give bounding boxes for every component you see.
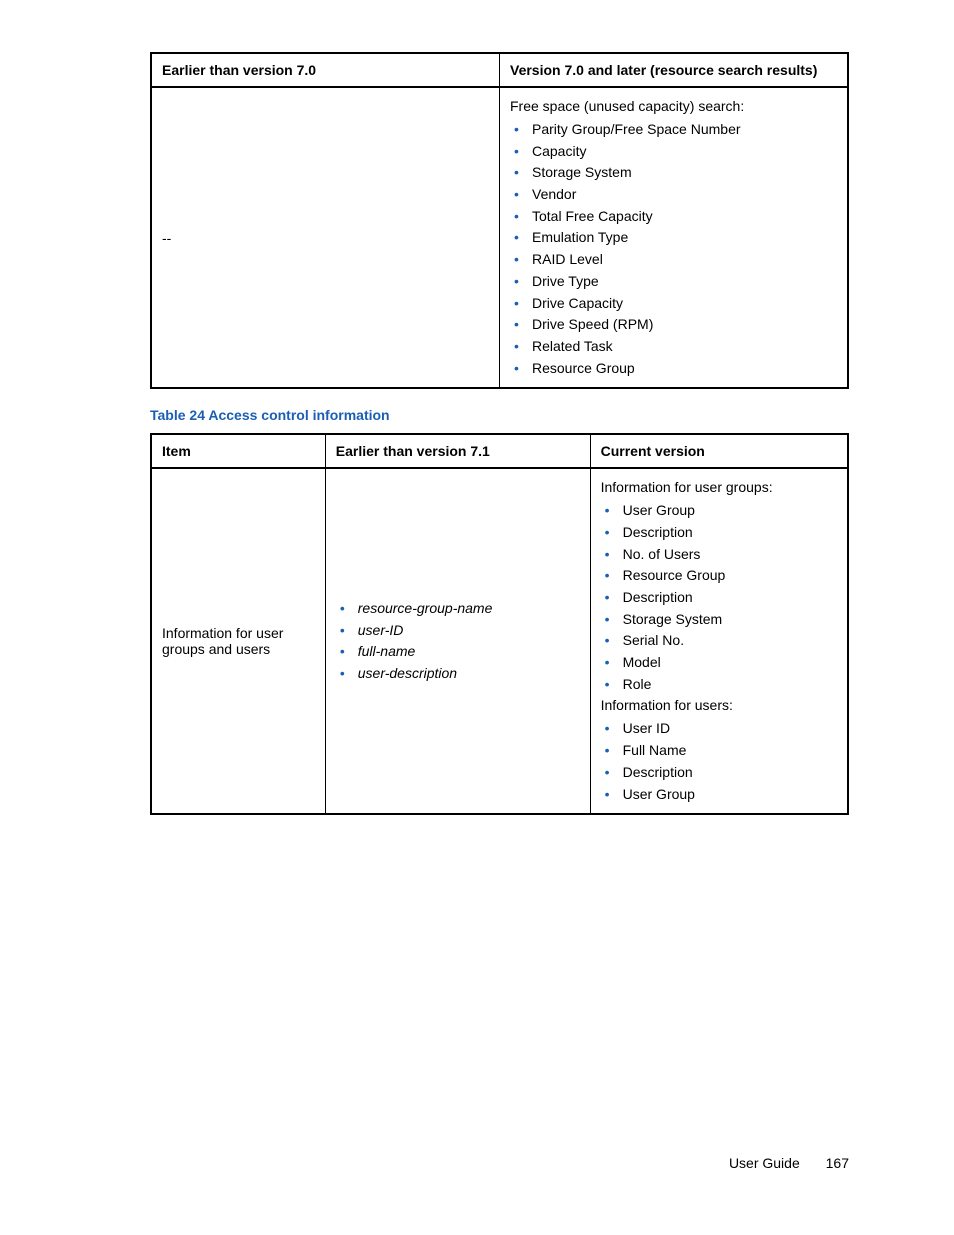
table-caption: Table 24 Access control information	[150, 407, 849, 423]
list-item: Total Free Capacity	[510, 206, 837, 228]
footer-label: User Guide	[729, 1155, 800, 1171]
list-item: user-description	[336, 663, 580, 685]
table-header-row: Earlier than version 7.0 Version 7.0 and…	[151, 53, 848, 87]
earlier-list: resource-group-name user-ID full-name us…	[336, 598, 580, 685]
list-item: Parity Group/Free Space Number	[510, 119, 837, 141]
list-item: Role	[601, 674, 837, 696]
table-row: Information for user groups and users re…	[151, 468, 848, 814]
table-resource-search: Earlier than version 7.0 Version 7.0 and…	[150, 52, 849, 389]
users-intro: Information for users:	[601, 695, 837, 716]
list-item: Description	[601, 762, 837, 784]
list-item: RAID Level	[510, 249, 837, 271]
list-item: Storage System	[510, 162, 837, 184]
list-item: Drive Speed (RPM)	[510, 314, 837, 336]
table-header-row: Item Earlier than version 7.1 Current ve…	[151, 434, 848, 468]
list-item: Drive Capacity	[510, 293, 837, 315]
list-item: No. of Users	[601, 544, 837, 566]
free-space-intro: Free space (unused capacity) search:	[510, 96, 837, 117]
table-header-left: Earlier than version 7.0	[151, 53, 500, 87]
list-item: resource-group-name	[336, 598, 580, 620]
list-item: user-ID	[336, 620, 580, 642]
list-item: Model	[601, 652, 837, 674]
page-footer: User Guide 167	[150, 1155, 849, 1171]
list-item: Full Name	[601, 740, 837, 762]
table-access-control: Item Earlier than version 7.1 Current ve…	[150, 433, 849, 815]
list-item: Description	[601, 587, 837, 609]
page: Earlier than version 7.0 Version 7.0 and…	[0, 0, 954, 1211]
list-item: Capacity	[510, 141, 837, 163]
table-header-earlier: Earlier than version 7.1	[325, 434, 590, 468]
list-item: Serial No.	[601, 630, 837, 652]
table-cell-earlier: resource-group-name user-ID full-name us…	[325, 468, 590, 814]
list-item: Resource Group	[510, 358, 837, 380]
user-groups-list: User Group Description No. of Users Reso…	[601, 500, 837, 695]
list-item: User Group	[601, 500, 837, 522]
table-cell-left: --	[151, 87, 500, 388]
list-item: Vendor	[510, 184, 837, 206]
table-cell-current: Information for user groups: User Group …	[590, 468, 848, 814]
page-number: 167	[826, 1155, 849, 1171]
list-item: Resource Group	[601, 565, 837, 587]
users-list: User ID Full Name Description User Group	[601, 718, 837, 805]
table-header-current: Current version	[590, 434, 848, 468]
table-header-right: Version 7.0 and later (resource search r…	[500, 53, 849, 87]
list-item: User Group	[601, 784, 837, 806]
list-item: full-name	[336, 641, 580, 663]
table-row: -- Free space (unused capacity) search: …	[151, 87, 848, 388]
list-item: User ID	[601, 718, 837, 740]
list-item: Drive Type	[510, 271, 837, 293]
list-item: Related Task	[510, 336, 837, 358]
free-space-list: Parity Group/Free Space Number Capacity …	[510, 119, 837, 379]
list-item: Description	[601, 522, 837, 544]
dash-text: --	[162, 230, 171, 246]
table-cell-right: Free space (unused capacity) search: Par…	[500, 87, 849, 388]
table-header-item: Item	[151, 434, 325, 468]
list-item: Storage System	[601, 609, 837, 631]
list-item: Emulation Type	[510, 227, 837, 249]
user-groups-intro: Information for user groups:	[601, 477, 837, 498]
table-cell-item: Information for user groups and users	[151, 468, 325, 814]
